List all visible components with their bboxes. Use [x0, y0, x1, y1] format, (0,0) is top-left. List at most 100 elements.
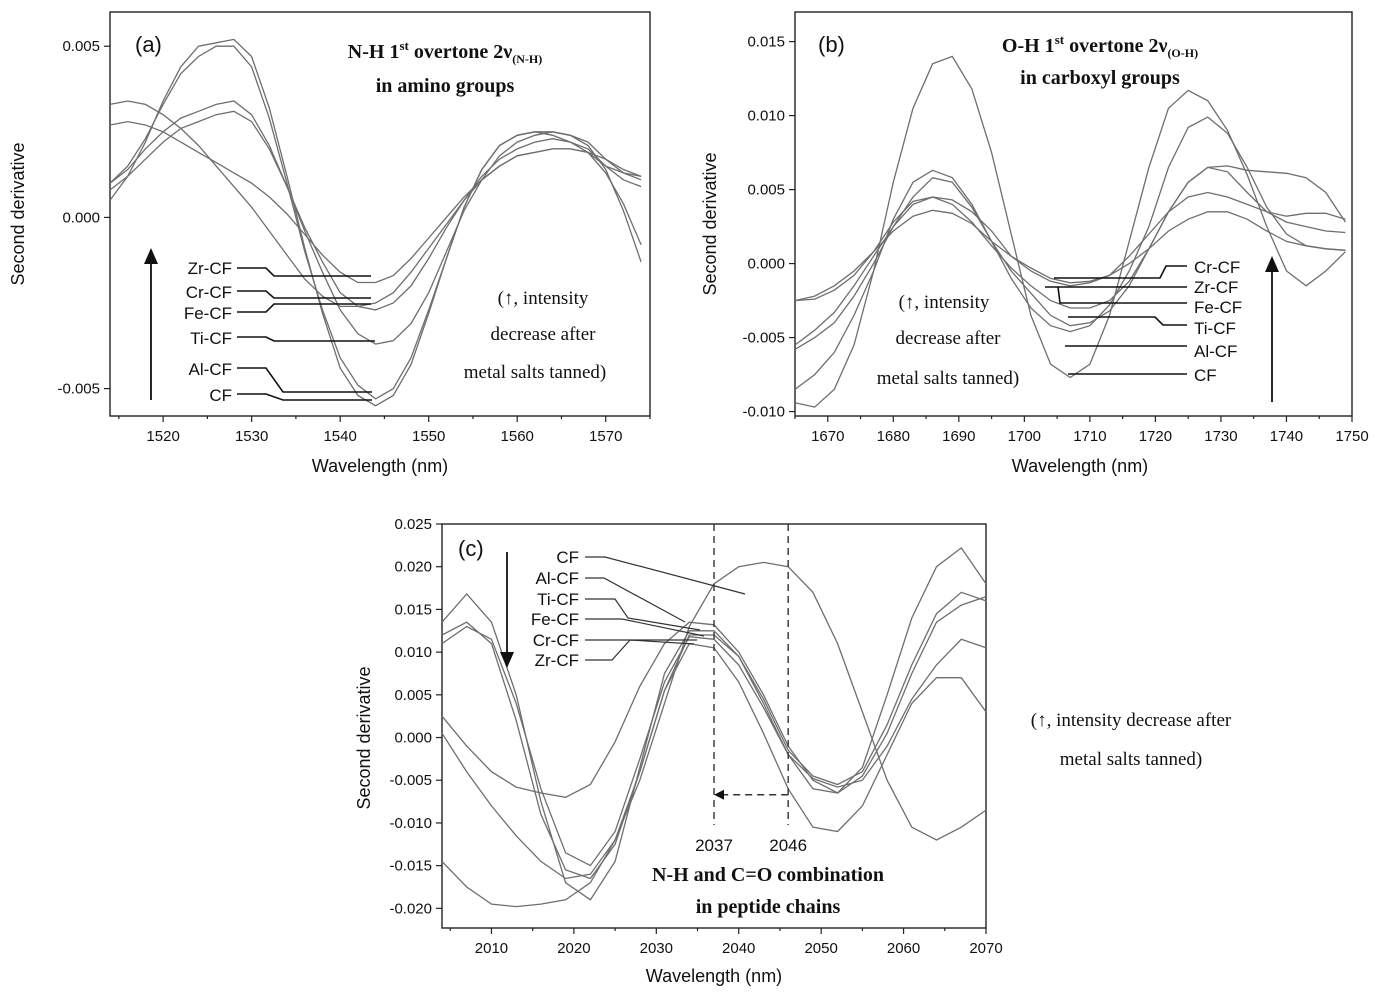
- x-tick-label: 2040: [722, 940, 755, 957]
- y-tick-label: 0.005: [62, 38, 100, 55]
- legend-label-cr-cf: Cr-CF: [186, 283, 232, 302]
- y-tick-label: 0.020: [394, 559, 432, 576]
- legend-label-fe-cf: Fe-CF: [184, 304, 232, 323]
- legend-leader-ti-cf: [237, 336, 375, 342]
- legend-label-ti-cf: Ti-CF: [537, 590, 579, 609]
- x-tick-label: 1740: [1270, 428, 1303, 445]
- panel-b-x-axis: 1670 1680 1690 1700 1710 1720 1730 1740 1750: [794, 416, 1369, 445]
- x-tick-label: 1710: [1073, 428, 1106, 445]
- y-tick-label: -0.010: [742, 404, 785, 421]
- series-line-zr-cf: [794, 209, 1346, 302]
- y-tick-label: -0.005: [742, 330, 785, 347]
- y-tick-label: 0.015: [747, 34, 785, 51]
- panel-a-title-line2: in amino groups: [376, 75, 515, 97]
- panel-a-annotation-line1: (↑, intensity: [498, 288, 589, 309]
- series-line-cr-cf: [441, 625, 987, 867]
- legend-label-cf: CF: [209, 386, 232, 405]
- x-tick-label: 2010: [475, 940, 508, 957]
- panel-b-x-axis-title: Wavelength (nm): [1012, 456, 1148, 476]
- panel-c-markers: 2037 2046: [695, 524, 807, 855]
- panel-b-legend: Cr-CF Zr-CF Fe-CF Ti-CF Al-CF CF: [1045, 258, 1242, 385]
- panel-a-plot-frame: [109, 11, 651, 417]
- panel-a-y-axis: 0.005 0.000 -0.005: [57, 38, 110, 398]
- y-tick-label: -0.020: [389, 900, 432, 917]
- x-tick-label: 2070: [969, 940, 1002, 957]
- y-tick-label: 0.010: [394, 644, 432, 661]
- y-tick-label: 0.000: [747, 256, 785, 273]
- panel-b-title-line2: in carboxyl groups: [1020, 67, 1180, 89]
- panel-b-y-axis: 0.015 0.010 0.005 0.000 -0.005 -0.010: [742, 34, 795, 421]
- legend-leader-al-cf: [237, 367, 372, 393]
- panel-b-direction-arrow-head: [1265, 256, 1279, 272]
- panel-a-annotation-line2: decrease after: [491, 324, 597, 345]
- series-line-zr-cf: [109, 120, 642, 284]
- legend-leader-zr-cf: [237, 267, 371, 277]
- panel-b-plot-frame: [794, 11, 1353, 417]
- legend-label-zr-cf: Zr-CF: [1194, 278, 1238, 297]
- shift-arrow-head: [714, 789, 724, 800]
- legend-leader-fe-cf: [237, 303, 371, 313]
- panel-c-direction-arrow-head: [500, 652, 514, 668]
- legend-label-zr-cf: Zr-CF: [188, 259, 232, 278]
- panel-c-legend: CF Al-CF Ti-CF Fe-CF Cr-CF Zr-CF: [531, 548, 746, 670]
- y-tick-label: -0.005: [57, 381, 100, 398]
- x-tick-label: 2060: [887, 940, 920, 957]
- legend-leader-ti-cf: [585, 598, 701, 631]
- panel-c-x-axis: 2010 2020 2030 2040 2050 2060 2070: [449, 928, 1003, 957]
- legend-label-al-cf: Al-CF: [536, 569, 579, 588]
- legend-label-cr-cf: Cr-CF: [1194, 258, 1240, 277]
- marker-label-2046: 2046: [769, 836, 807, 855]
- legend-leader-cr-cf: [1054, 265, 1187, 279]
- series-line-al-cf: [109, 45, 642, 400]
- legend-leader-cf: [585, 556, 746, 595]
- series-line-cf: [441, 561, 987, 908]
- series-line-fe-cf: [794, 165, 1346, 346]
- y-tick-label: -0.015: [389, 858, 432, 875]
- panel-b-title-line1: O-H 1st overtone 2ν(O-H): [1002, 32, 1198, 60]
- legend-label-fe-cf: Fe-CF: [531, 610, 579, 629]
- series-line-zr-cf: [441, 546, 987, 901]
- panel-a-direction-arrow-head: [144, 248, 158, 264]
- legend-leader-ti-cf: [1068, 316, 1187, 326]
- panel-a-curves: [109, 38, 642, 407]
- legend-leader-al-cf: [585, 577, 686, 623]
- legend-leader-zr-cf: [585, 639, 695, 661]
- x-tick-label: 1680: [877, 428, 910, 445]
- series-line-ti-cf: [109, 100, 642, 345]
- series-line-fe-cf: [109, 110, 642, 311]
- x-tick-label: 1560: [501, 428, 534, 445]
- panel-b-annotation-line1: (↑, intensity: [899, 292, 990, 313]
- x-tick-label: 1750: [1335, 428, 1368, 445]
- legend-label-cf: CF: [1194, 366, 1217, 385]
- y-tick-label: 0.010: [747, 108, 785, 125]
- x-tick-label: 1550: [412, 428, 445, 445]
- x-tick-label: 2050: [804, 940, 837, 957]
- x-tick-label: 1540: [323, 428, 356, 445]
- panel-c-title-line2: in peptide chains: [696, 896, 841, 918]
- legend-label-al-cf: Al-CF: [1194, 342, 1237, 361]
- panel-b-letter: (b): [818, 32, 845, 57]
- legend-label-zr-cf: Zr-CF: [535, 651, 579, 670]
- panel-b-curves: [794, 55, 1346, 408]
- panel-c-letter: (c): [458, 536, 484, 561]
- y-tick-label: 0.005: [747, 182, 785, 199]
- legend-label-ti-cf: Ti-CF: [190, 329, 232, 348]
- legend-label-fe-cf: Fe-CF: [1194, 298, 1242, 317]
- legend-label-ti-cf: Ti-CF: [1194, 319, 1236, 338]
- y-tick-label: 0.000: [394, 730, 432, 747]
- panel-b-annotation-line2: decrease after: [896, 328, 1002, 349]
- panel-a-x-axis-title: Wavelength (nm): [312, 456, 448, 476]
- panel-a-letter: (a): [135, 32, 162, 57]
- x-tick-label: 1730: [1204, 428, 1237, 445]
- x-tick-label: 1570: [589, 428, 622, 445]
- panel-a-annotation-line3: metal salts tanned): [464, 362, 606, 383]
- x-tick-label: 2020: [557, 940, 590, 957]
- legend-leader-cf: [237, 393, 372, 401]
- legend-label-al-cf: Al-CF: [189, 360, 232, 379]
- panel-a-title-line1: N-H 1st overtone 2ν(N-H): [348, 38, 542, 66]
- x-tick-label: 1670: [811, 428, 844, 445]
- panel-c-x-axis-title: Wavelength (nm): [646, 966, 782, 986]
- panel-c-y-axis: 0.025 0.020 0.015 0.010 0.005 0.000 -0.005 -0.0…: [389, 516, 442, 917]
